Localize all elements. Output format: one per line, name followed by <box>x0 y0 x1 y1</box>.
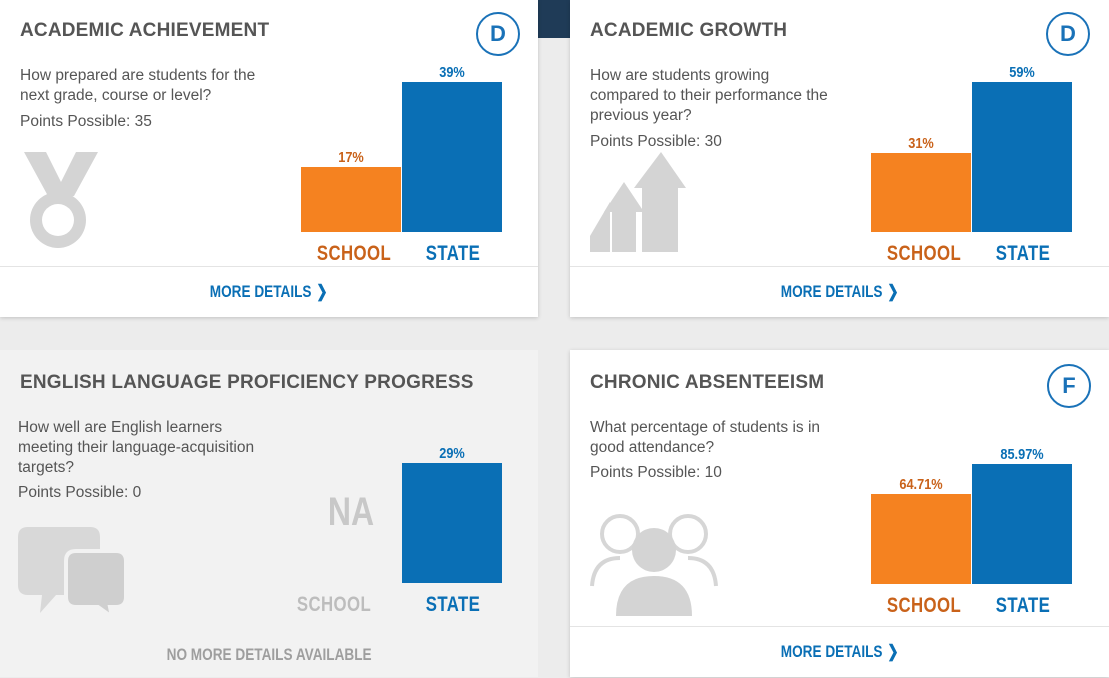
grade-badge: F <box>1047 364 1091 408</box>
academic-growth-card: ACADEMIC GROWTH D How are students growi… <box>570 0 1109 317</box>
bar-chart: 31% 59% <box>871 60 1073 232</box>
state-bar <box>972 82 1072 232</box>
school-value-label: 17% <box>338 149 364 166</box>
state-bar <box>402 82 502 232</box>
bar-chart: 29% <box>301 441 503 583</box>
english-proficiency-card: ENGLISH LANGUAGE PROFICIENCY PROGRESS Ho… <box>0 350 538 677</box>
points-possible: Points Possible: 35 <box>20 113 152 130</box>
state-label: STATE <box>425 242 481 265</box>
more-details-link[interactable]: MORE DETAILS ❯ <box>781 627 899 677</box>
card-question: What percentage of students is in good a… <box>590 419 821 456</box>
card-title: ACADEMIC GROWTH <box>590 20 788 41</box>
school-bar <box>301 167 401 232</box>
school-label: SCHOOL <box>316 242 392 265</box>
card-question: How prepared are students for the next g… <box>20 67 256 104</box>
card-title: ENGLISH LANGUAGE PROFICIENCY PROGRESS <box>20 372 474 393</box>
school-bar <box>871 494 971 584</box>
chevron-right-icon: ❯ <box>887 282 899 301</box>
card-footer: MORE DETAILS ❯ <box>570 266 1109 317</box>
grade-badge: D <box>476 12 520 56</box>
chevron-right-icon: ❯ <box>887 642 899 661</box>
growth-arrows-icon <box>590 152 686 252</box>
school-label: SCHOOL <box>886 594 962 617</box>
card-footer: MORE DETAILS ❯ <box>570 626 1109 677</box>
chronic-absenteeism-card: CHRONIC ABSENTEEISM F What percentage of… <box>570 350 1109 677</box>
state-value-label: 85.97% <box>1000 446 1044 463</box>
medal-icon <box>24 152 98 248</box>
bar-chart: 64.71% 85.97% <box>871 442 1073 584</box>
no-details-text: NO MORE DETAILS AVAILABLE <box>166 645 372 664</box>
points-possible: Points Possible: 0 <box>18 484 142 501</box>
state-bar <box>972 464 1072 584</box>
points-possible: Points Possible: 30 <box>590 133 722 150</box>
school-value-label: 31% <box>908 135 934 152</box>
people-group-icon <box>590 514 718 616</box>
state-value-label: 59% <box>1009 64 1035 81</box>
state-value-label: 29% <box>439 445 465 462</box>
card-title: CHRONIC ABSENTEEISM <box>590 372 825 393</box>
card-question: How well are English learners meeting th… <box>18 419 255 476</box>
bar-chart: 17% 39% <box>301 60 503 232</box>
na-value: NA <box>327 490 375 534</box>
state-value-label: 39% <box>439 64 465 81</box>
more-details-link[interactable]: MORE DETAILS ❯ <box>210 267 328 317</box>
card-footer: NO MORE DETAILS AVAILABLE <box>0 635 538 675</box>
academic-achievement-card: ACADEMIC ACHIEVEMENT D How prepared are … <box>0 0 538 317</box>
card-title: ACADEMIC ACHIEVEMENT <box>20 20 270 41</box>
header-strip <box>538 0 570 38</box>
school-bar <box>871 153 971 232</box>
card-footer: MORE DETAILS ❯ <box>0 266 538 317</box>
card-question: How are students growing compared to the… <box>590 67 828 124</box>
points-possible: Points Possible: 10 <box>590 464 722 481</box>
school-value-label: 64.71% <box>899 476 943 493</box>
school-label: SCHOOL <box>886 242 962 265</box>
grade-badge: D <box>1046 12 1090 56</box>
school-label: SCHOOL <box>296 593 372 616</box>
state-label: STATE <box>995 594 1051 617</box>
state-label: STATE <box>425 593 481 616</box>
more-details-link[interactable]: MORE DETAILS ❯ <box>781 267 899 317</box>
speech-bubbles-icon <box>18 527 126 617</box>
state-bar <box>402 463 502 583</box>
state-label: STATE <box>995 242 1051 265</box>
chevron-right-icon: ❯ <box>316 282 328 301</box>
